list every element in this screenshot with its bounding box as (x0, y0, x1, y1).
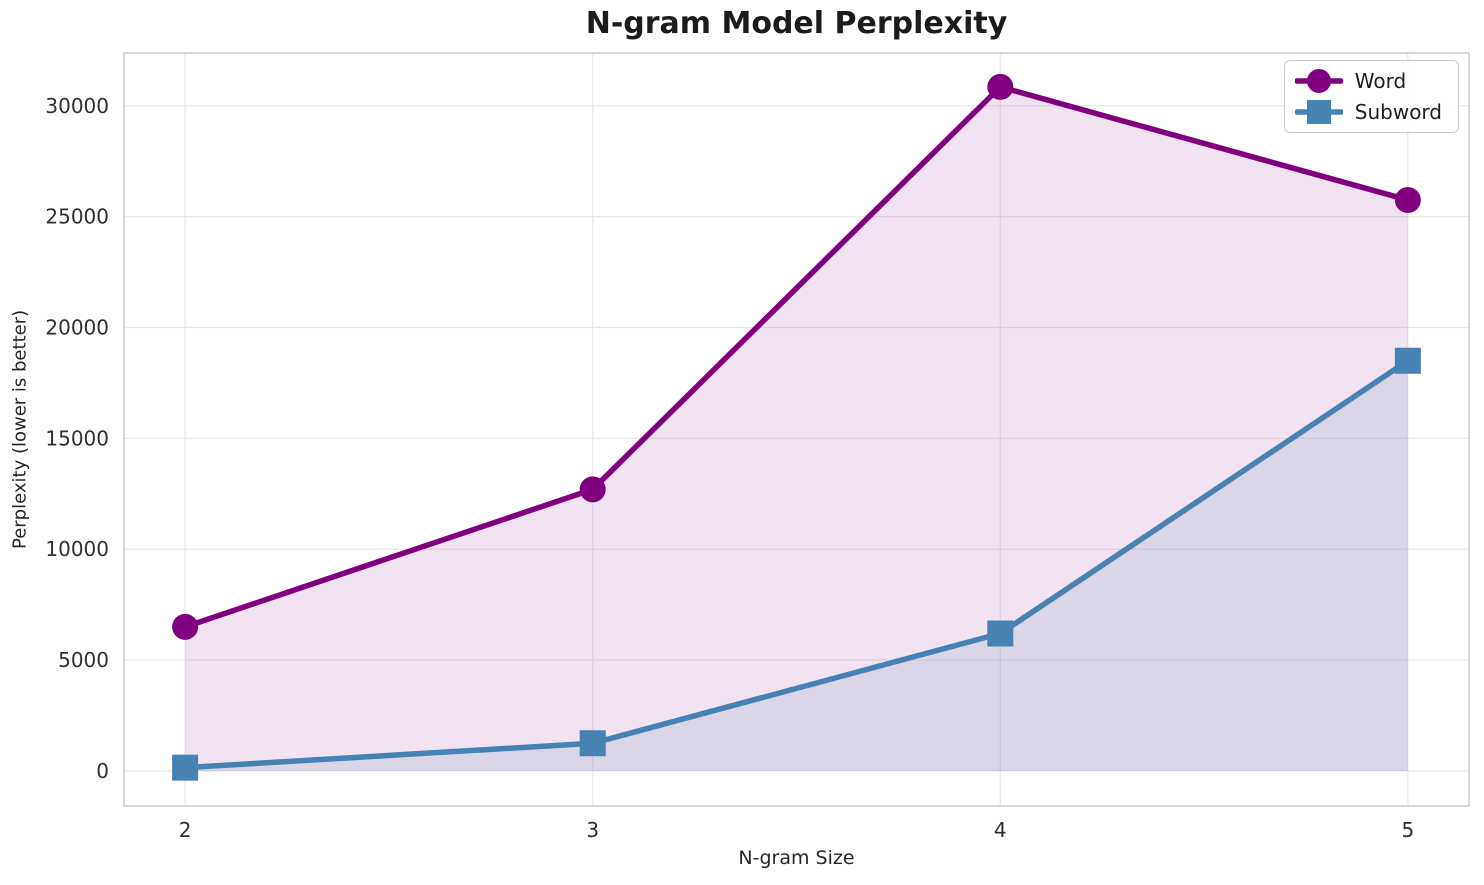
y-tick-label: 30000 (45, 94, 109, 118)
chart-title: N-gram Model Perplexity (585, 6, 1008, 41)
area-fill-subword (185, 360, 1408, 771)
data-point-subword (172, 754, 199, 781)
subword-series-swatch-icon (1294, 100, 1343, 124)
x-tick-label: 2 (179, 818, 192, 842)
y-tick-label: 25000 (45, 205, 109, 229)
x-tick-label: 4 (994, 818, 1007, 842)
legend-label-word: Word (1354, 69, 1407, 93)
plot-border (123, 52, 1470, 807)
x-tick-label: 5 (1401, 818, 1414, 842)
y-axis-label: Perplexity (lower is better) (9, 309, 31, 550)
y-tick-label: 20000 (45, 316, 109, 340)
y-tick-label: 0 (96, 759, 109, 783)
data-point-word (579, 476, 606, 503)
legend-label-subword: Subword (1354, 100, 1442, 124)
legend-item-subword: Subword (1294, 97, 1442, 127)
word-series-swatch-icon (1294, 69, 1343, 93)
legend-marker-square-icon (1306, 100, 1331, 124)
y-tick-label: 5000 (58, 648, 109, 672)
y-tick-label: 10000 (45, 537, 109, 561)
legend-marker-circle-icon (1306, 69, 1331, 93)
data-point-word (172, 613, 199, 640)
series-line-word (182, 84, 1411, 630)
series-line-subword (182, 358, 1411, 771)
area-fill-word (185, 86, 1408, 771)
legend: Word Subword (1283, 60, 1459, 133)
legend-item-word: Word (1294, 66, 1442, 96)
data-point-word (1394, 187, 1421, 214)
x-tick-label: 3 (586, 818, 599, 842)
data-point-subword (987, 620, 1014, 647)
data-point-subword (579, 730, 606, 757)
x-axis-label: N-gram Size (738, 847, 855, 869)
data-point-subword (1394, 347, 1421, 374)
y-tick-label: 15000 (45, 426, 109, 450)
data-point-word (987, 73, 1014, 100)
